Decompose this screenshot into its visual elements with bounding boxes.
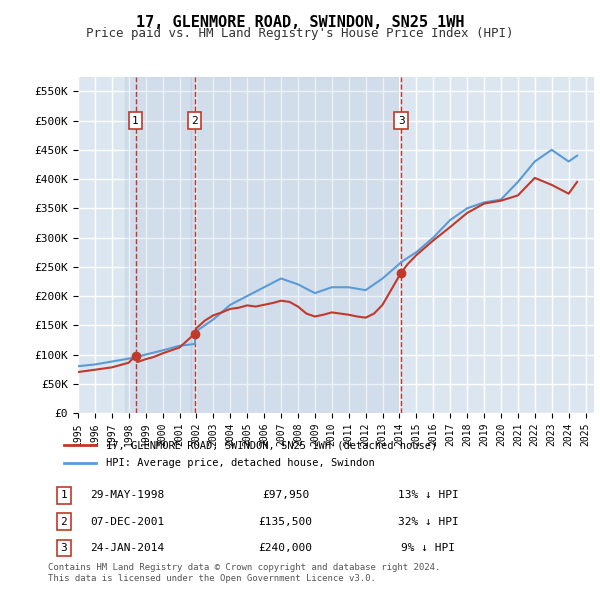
Text: £97,950: £97,950 bbox=[262, 490, 309, 500]
Text: £135,500: £135,500 bbox=[259, 517, 313, 527]
Text: 24-JAN-2014: 24-JAN-2014 bbox=[90, 543, 164, 553]
Text: Contains HM Land Registry data © Crown copyright and database right 2024.
This d: Contains HM Land Registry data © Crown c… bbox=[48, 563, 440, 583]
Text: 07-DEC-2001: 07-DEC-2001 bbox=[90, 517, 164, 527]
Text: 9% ↓ HPI: 9% ↓ HPI bbox=[401, 543, 455, 553]
Text: £240,000: £240,000 bbox=[259, 543, 313, 553]
Bar bbox=[191, 77, 398, 413]
Text: 1: 1 bbox=[132, 116, 139, 126]
Text: 3: 3 bbox=[398, 116, 404, 126]
Text: 17, GLENMORE ROAD, SWINDON, SN25 1WH: 17, GLENMORE ROAD, SWINDON, SN25 1WH bbox=[136, 15, 464, 30]
Text: 2: 2 bbox=[191, 116, 198, 126]
Text: HPI: Average price, detached house, Swindon: HPI: Average price, detached house, Swin… bbox=[106, 458, 375, 468]
Text: 2: 2 bbox=[61, 517, 67, 527]
Bar bbox=[125, 77, 191, 413]
Text: 32% ↓ HPI: 32% ↓ HPI bbox=[398, 517, 458, 527]
Text: 1: 1 bbox=[61, 490, 67, 500]
Text: 3: 3 bbox=[61, 543, 67, 553]
Text: 29-MAY-1998: 29-MAY-1998 bbox=[90, 490, 164, 500]
Text: 13% ↓ HPI: 13% ↓ HPI bbox=[398, 490, 458, 500]
Text: Price paid vs. HM Land Registry's House Price Index (HPI): Price paid vs. HM Land Registry's House … bbox=[86, 27, 514, 40]
Text: 17, GLENMORE ROAD, SWINDON, SN25 1WH (detached house): 17, GLENMORE ROAD, SWINDON, SN25 1WH (de… bbox=[106, 440, 437, 450]
